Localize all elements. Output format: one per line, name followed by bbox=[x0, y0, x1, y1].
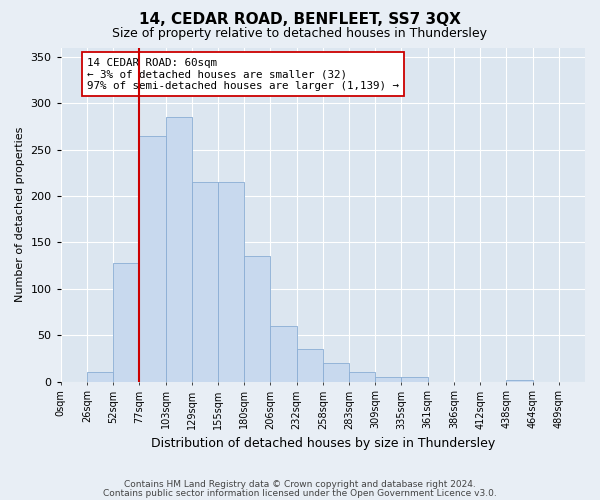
Y-axis label: Number of detached properties: Number of detached properties bbox=[15, 127, 25, 302]
Bar bbox=[271, 326, 296, 382]
Text: 14 CEDAR ROAD: 60sqm
← 3% of detached houses are smaller (32)
97% of semi-detach: 14 CEDAR ROAD: 60sqm ← 3% of detached ho… bbox=[87, 58, 399, 90]
Bar bbox=[506, 380, 533, 382]
Bar bbox=[296, 349, 323, 382]
Bar bbox=[401, 377, 428, 382]
Bar bbox=[166, 117, 192, 382]
Text: Contains public sector information licensed under the Open Government Licence v3: Contains public sector information licen… bbox=[103, 488, 497, 498]
X-axis label: Distribution of detached houses by size in Thundersley: Distribution of detached houses by size … bbox=[151, 437, 495, 450]
Bar bbox=[218, 182, 244, 382]
Bar bbox=[349, 372, 375, 382]
Text: Contains HM Land Registry data © Crown copyright and database right 2024.: Contains HM Land Registry data © Crown c… bbox=[124, 480, 476, 489]
Bar bbox=[375, 377, 401, 382]
Bar bbox=[192, 182, 218, 382]
Text: 14, CEDAR ROAD, BENFLEET, SS7 3QX: 14, CEDAR ROAD, BENFLEET, SS7 3QX bbox=[139, 12, 461, 28]
Bar bbox=[323, 363, 349, 382]
Bar bbox=[244, 256, 271, 382]
Bar bbox=[87, 372, 113, 382]
Bar bbox=[139, 136, 166, 382]
Bar bbox=[113, 263, 139, 382]
Text: Size of property relative to detached houses in Thundersley: Size of property relative to detached ho… bbox=[113, 28, 487, 40]
